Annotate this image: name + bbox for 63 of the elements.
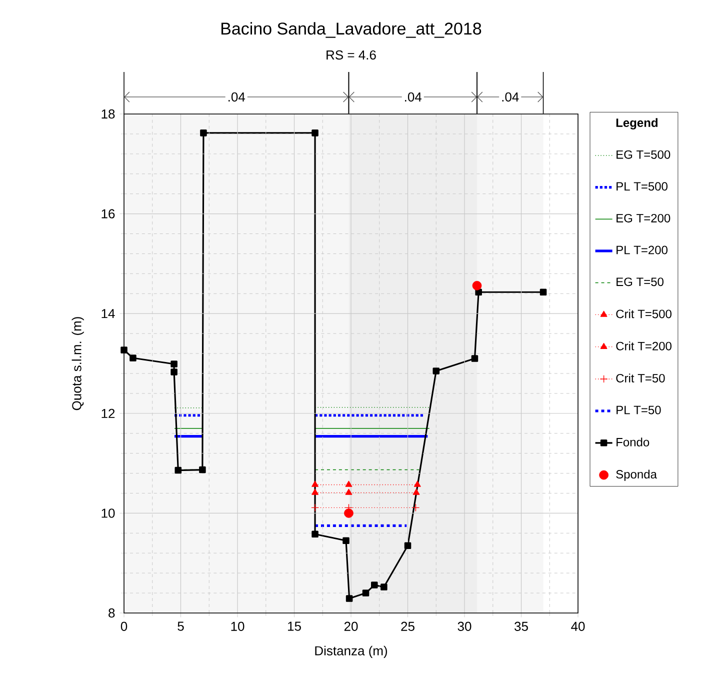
point [346, 595, 353, 602]
point [362, 590, 370, 596]
legend-label: PL T=500 [616, 182, 668, 191]
y-axis-title: Quota s.l.m. (m) [72, 317, 84, 410]
point [404, 542, 412, 550]
legend-label: Crit T=200 [616, 342, 672, 350]
band-label: .04 [502, 92, 519, 102]
point [170, 360, 178, 368]
legend-label: Sponda [616, 470, 657, 481]
legend-label: EG T=500 [616, 150, 670, 159]
x-tick-label: 25 [401, 622, 414, 631]
x-tick-label: 20 [344, 622, 358, 631]
point [471, 355, 478, 362]
point [311, 504, 319, 512]
legend-title: Legend [616, 118, 658, 130]
x-tick-label: 15 [288, 622, 301, 631]
x-tick-label: 10 [231, 622, 244, 631]
y-tick-label: 16 [102, 209, 115, 218]
legend-label: Fondo [616, 438, 650, 446]
point [412, 488, 420, 495]
x-tick-label: 35 [514, 622, 528, 631]
point [432, 368, 440, 374]
legend-label: Crit T=50 [616, 374, 665, 382]
point [345, 488, 352, 495]
point [199, 466, 206, 474]
x-tick-label: 5 [178, 622, 184, 631]
point [120, 346, 128, 354]
point [342, 537, 350, 544]
point [130, 354, 136, 362]
point [312, 530, 318, 538]
point [345, 480, 352, 487]
point [170, 368, 178, 376]
point [475, 288, 482, 296]
x-axis-title: Distanza (m) [315, 646, 388, 658]
x-tick-label: 30 [458, 622, 472, 631]
point [412, 504, 420, 512]
y-tick-label: 10 [102, 508, 115, 518]
point [174, 466, 182, 474]
y-tick-label: 14 [102, 309, 115, 318]
point [312, 480, 318, 487]
legend-label: PL T=200 [616, 246, 668, 254]
point [312, 488, 318, 495]
point [540, 288, 547, 296]
legend-label: Crit T=500 [616, 309, 672, 318]
y-tick-label: 8 [108, 608, 115, 618]
legend-label: PL T=50 [616, 406, 661, 414]
point [472, 280, 482, 290]
legend-label: EG T=50 [616, 278, 664, 286]
point [371, 582, 378, 588]
band-label: .04 [228, 92, 246, 102]
x-tick-label: 40 [571, 622, 585, 631]
chart-subtitle: RS = 4.6 [326, 50, 376, 60]
point [200, 130, 207, 136]
y-tick-label: 18 [102, 109, 115, 119]
point [344, 508, 354, 518]
x-tick-label: 0 [120, 622, 128, 631]
y-tick-label: 12 [102, 408, 115, 418]
point [414, 480, 421, 487]
point [380, 584, 388, 590]
band-label: .04 [405, 92, 422, 102]
point [312, 130, 318, 136]
chart-title: Bacino Sanda_Lavadore_att_2018 [221, 22, 482, 38]
legend-label: EG T=200 [616, 214, 670, 222]
